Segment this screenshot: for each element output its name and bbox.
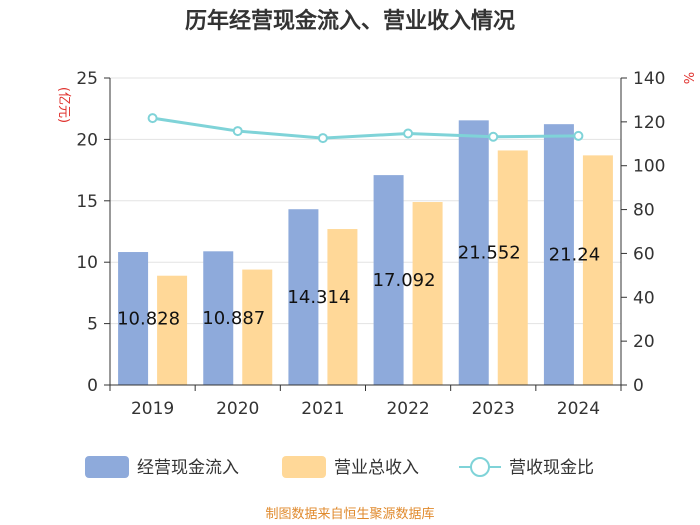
ratio-point: [232, 126, 243, 137]
bar-total-revenue: [412, 202, 443, 385]
right-tick-label: 20: [633, 332, 655, 352]
left-axis-unit: (亿元): [56, 87, 71, 123]
right-tick-label: 40: [633, 288, 655, 308]
ratio-point: [573, 130, 584, 141]
bar-operating-cash-inflow: [373, 175, 404, 385]
x-tick-label: 2020: [216, 399, 259, 419]
legend-label-total-revenue: 营业总收入: [334, 458, 419, 478]
ratio-point: [147, 113, 158, 124]
ratio-line-path: [152, 116, 579, 140]
axes: 0 5 10 15 20 25 0 20 40 60 80 100 120 140 2019 2020 2021…: [76, 69, 665, 419]
source-note: 制图数据来自恒生聚源数据库: [265, 506, 434, 522]
ratio-point: [317, 133, 328, 144]
right-tick-label: 60: [633, 244, 655, 264]
bar-operating-cash-inflow: [118, 252, 149, 385]
bar-operating-cash-inflow: [203, 251, 234, 385]
left-tick-label: 15: [76, 192, 98, 212]
ratio-line: [147, 113, 584, 144]
left-tick-label: 10: [76, 253, 98, 273]
data-label: 14.314: [287, 287, 350, 308]
legend-label-operating-cash-inflow: 经营现金流入: [137, 458, 239, 478]
chart-title: 历年经营现金流入、营业收入情况: [185, 8, 515, 34]
x-tick-label: 2021: [301, 399, 344, 419]
data-label: 21.552: [458, 243, 521, 264]
bar-total-revenue: [582, 155, 613, 385]
bar-operating-cash-inflow: [288, 209, 319, 385]
ratio-point: [488, 131, 499, 142]
legend-marker-ratio: [470, 457, 490, 477]
x-tick-label: 2022: [386, 399, 429, 419]
data-label: 21.24: [549, 245, 601, 266]
right-tick-label: 140: [633, 69, 665, 89]
bar-total-revenue: [242, 269, 273, 385]
left-tick-label: 0: [87, 376, 98, 396]
bar-total-revenue: [327, 229, 358, 385]
right-tick-label: 120: [633, 113, 665, 133]
bar-total-revenue: [157, 275, 188, 385]
ratio-point: [403, 128, 414, 139]
x-tick-label: 2024: [557, 399, 600, 419]
data-label: 17.092: [373, 270, 436, 291]
bar-total-revenue: [497, 150, 528, 385]
legend-label-ratio: 营收现金比: [509, 458, 594, 478]
data-labels: 10.828 10.887 14.314 17.092 21.552 21.24: [117, 243, 600, 330]
left-tick-label: 20: [76, 130, 98, 150]
data-label: 10.887: [202, 308, 265, 329]
bars: [118, 120, 613, 386]
left-tick-label: 25: [76, 69, 98, 89]
bar-operating-cash-inflow: [543, 124, 574, 386]
legend: 经营现金流入 营业总收入 营收现金比: [85, 456, 594, 478]
grid: [110, 77, 621, 325]
bar-operating-cash-inflow: [458, 120, 489, 386]
right-axis-unit: %: [680, 72, 695, 84]
right-tick-label: 80: [633, 201, 655, 221]
data-label: 10.828: [117, 309, 180, 330]
right-tick-label: 0: [633, 376, 644, 396]
x-tick-label: 2023: [472, 399, 515, 419]
legend-swatch-operating-cash-inflow: [85, 456, 129, 478]
x-tick-label: 2019: [131, 399, 174, 419]
legend-swatch-total-revenue: [282, 456, 326, 478]
right-tick-label: 100: [633, 157, 665, 177]
left-tick-label: 5: [87, 315, 98, 335]
